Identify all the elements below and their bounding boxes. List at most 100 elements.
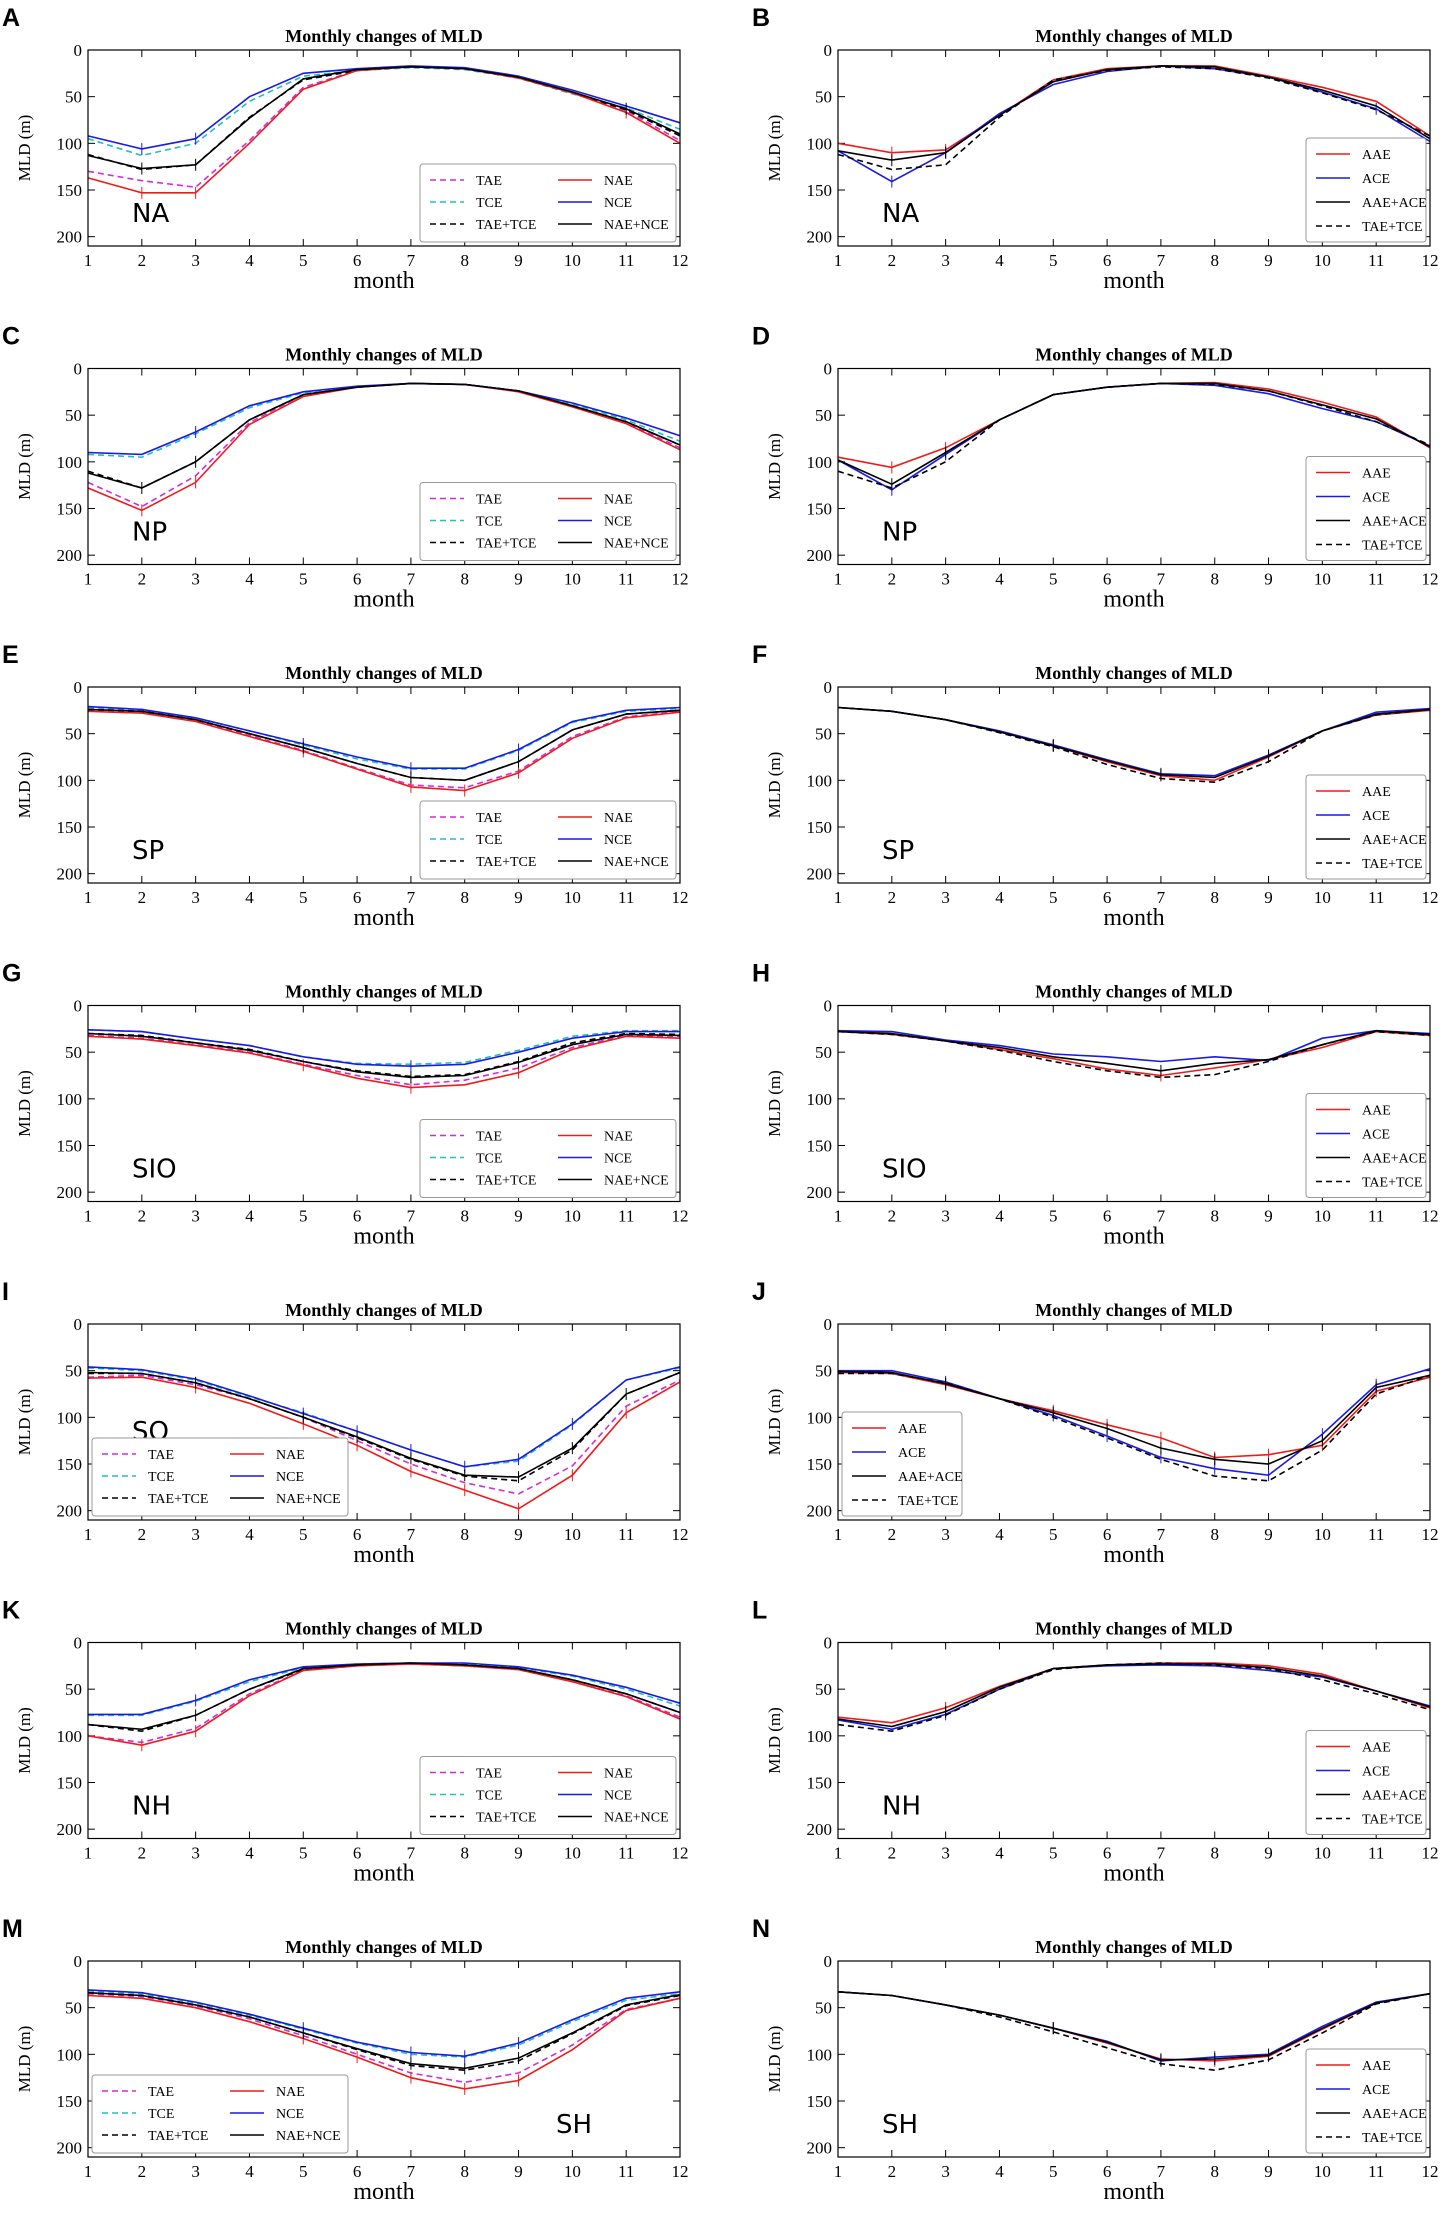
legend-label: NAE+NCE xyxy=(276,2129,341,2144)
plot-frame xyxy=(87,1960,681,2158)
x-tick-label: 3 xyxy=(191,888,200,907)
x-tick-label: 9 xyxy=(514,1207,523,1226)
x-tick-label: 9 xyxy=(514,1844,523,1863)
series-line-nae xyxy=(87,1376,681,1510)
x-tick-label: 11 xyxy=(1368,570,1384,589)
series-line-nce xyxy=(88,1662,681,1716)
series-line-tae xyxy=(87,1034,681,1086)
y-axis-label: MLD (m) xyxy=(765,1707,784,1774)
x-tick-label: 7 xyxy=(1157,251,1166,270)
x-tick-label: 4 xyxy=(995,1844,1004,1863)
series-line-nae xyxy=(87,1663,681,1747)
y-tick-label: 200 xyxy=(57,1820,83,1839)
legend-label: AAE xyxy=(1362,467,1391,482)
y-tick-label: 200 xyxy=(807,1820,833,1839)
series-line-tae-plus-tce xyxy=(837,382,1431,489)
series-line-nae-plus-nce xyxy=(87,708,681,782)
y-axis-label: MLD (m) xyxy=(765,752,784,819)
x-tick-label: 3 xyxy=(191,2162,200,2181)
x-tick-label: 9 xyxy=(1264,888,1273,907)
x-axis-label: month xyxy=(353,1861,414,1887)
chart-title: Monthly changes of MLD xyxy=(1035,663,1233,683)
legend-label: NCE xyxy=(604,196,632,211)
series-line-nae-plus-nce xyxy=(87,1371,681,1478)
x-tick-label: 1 xyxy=(84,1207,93,1226)
legend-label: NAE xyxy=(276,2085,305,2100)
legend-label: TCE xyxy=(148,2107,174,2122)
y-tick-label: 50 xyxy=(65,88,82,107)
x-tick-label: 4 xyxy=(995,570,1004,589)
panel-letter: L xyxy=(752,1597,767,1625)
y-tick-label: 100 xyxy=(57,1727,83,1746)
x-tick-label: 2 xyxy=(888,1207,897,1226)
x-tick-label: 1 xyxy=(834,1844,843,1863)
legend-label: TAE+TCE xyxy=(1362,2131,1422,2146)
series-line-tce xyxy=(87,1990,681,2058)
legend-label: AAE xyxy=(898,1422,927,1437)
x-tick-label: 10 xyxy=(564,251,581,270)
series-line-ace xyxy=(838,1368,1431,1477)
x-tick-label: 6 xyxy=(353,251,362,270)
legend: AAE ACE AAE+ACE TAE+TCE xyxy=(1305,774,1427,880)
legend-label: ACE xyxy=(898,1446,926,1461)
legend-label: NAE+NCE xyxy=(276,1492,341,1507)
y-tick-label: 50 xyxy=(65,725,82,744)
x-tick-label: 11 xyxy=(618,1844,634,1863)
plot-frame xyxy=(837,367,1431,566)
x-tick-label: 1 xyxy=(834,1525,843,1544)
legend-label: AAE+ACE xyxy=(1362,1152,1427,1167)
series-line-ace xyxy=(837,706,1431,777)
series-line-tce xyxy=(88,1662,681,1717)
x-tick-label: 12 xyxy=(1422,251,1439,270)
x-tick-label: 10 xyxy=(1314,888,1331,907)
x-tick-label: 6 xyxy=(1103,2162,1112,2181)
plot-frame xyxy=(87,1004,681,1203)
x-tick-label: 9 xyxy=(1264,570,1273,589)
x-tick-label: 7 xyxy=(407,1207,416,1226)
y-axis-label: MLD (m) xyxy=(15,2026,34,2093)
series-line-tae-plus-tce xyxy=(87,1032,681,1078)
legend: AAE ACE AAE+ACE TAE+TCE xyxy=(841,1411,963,1517)
x-tick-label: 1 xyxy=(834,251,843,270)
series-line-tae xyxy=(87,382,681,508)
plot-frame xyxy=(837,49,1431,247)
y-tick-label: 100 xyxy=(57,1090,83,1109)
legend-label: AAE+ACE xyxy=(898,1470,963,1485)
y-axis-label: MLD (m) xyxy=(765,1389,784,1456)
y-tick-label: 150 xyxy=(807,1137,833,1156)
x-tick-label: 2 xyxy=(138,1844,147,1863)
legend-label: NAE+NCE xyxy=(604,855,669,870)
y-tick-label: 100 xyxy=(807,134,833,153)
x-axis-label: month xyxy=(353,1224,414,1250)
legend-box xyxy=(1305,456,1427,561)
y-tick-label: 0 xyxy=(74,1952,83,1971)
series-line-nae-plus-nce xyxy=(87,1991,681,2070)
x-tick-label: 6 xyxy=(1103,251,1112,270)
legend-label: TAE+TCE xyxy=(1362,539,1422,554)
x-axis-label: month xyxy=(353,587,414,613)
y-tick-label: 150 xyxy=(807,1455,833,1474)
x-tick-label: 5 xyxy=(299,1844,308,1863)
x-axis-label: month xyxy=(1103,1224,1164,1250)
series-line-tce xyxy=(87,382,681,459)
legend-box xyxy=(1305,137,1427,243)
x-tick-label: 2 xyxy=(888,1844,897,1863)
x-tick-label: 5 xyxy=(1049,251,1058,270)
legend-label: NCE xyxy=(276,1470,304,1485)
plot-frame xyxy=(87,367,681,566)
series-line-aae xyxy=(837,381,1431,469)
x-tick-label: 11 xyxy=(1368,251,1384,270)
x-tick-label: 5 xyxy=(299,1525,308,1544)
chart-title: Monthly changes of MLD xyxy=(1035,1937,1233,1957)
legend-label: NCE xyxy=(276,2107,304,2122)
series-line-tae-plus-tce xyxy=(837,1991,1431,2072)
y-tick-label: 150 xyxy=(807,2092,833,2111)
y-tick-label: 50 xyxy=(815,1999,832,2018)
x-tick-label: 12 xyxy=(1422,1207,1439,1226)
x-tick-label: 11 xyxy=(1368,1525,1384,1544)
y-tick-label: 100 xyxy=(57,134,83,153)
